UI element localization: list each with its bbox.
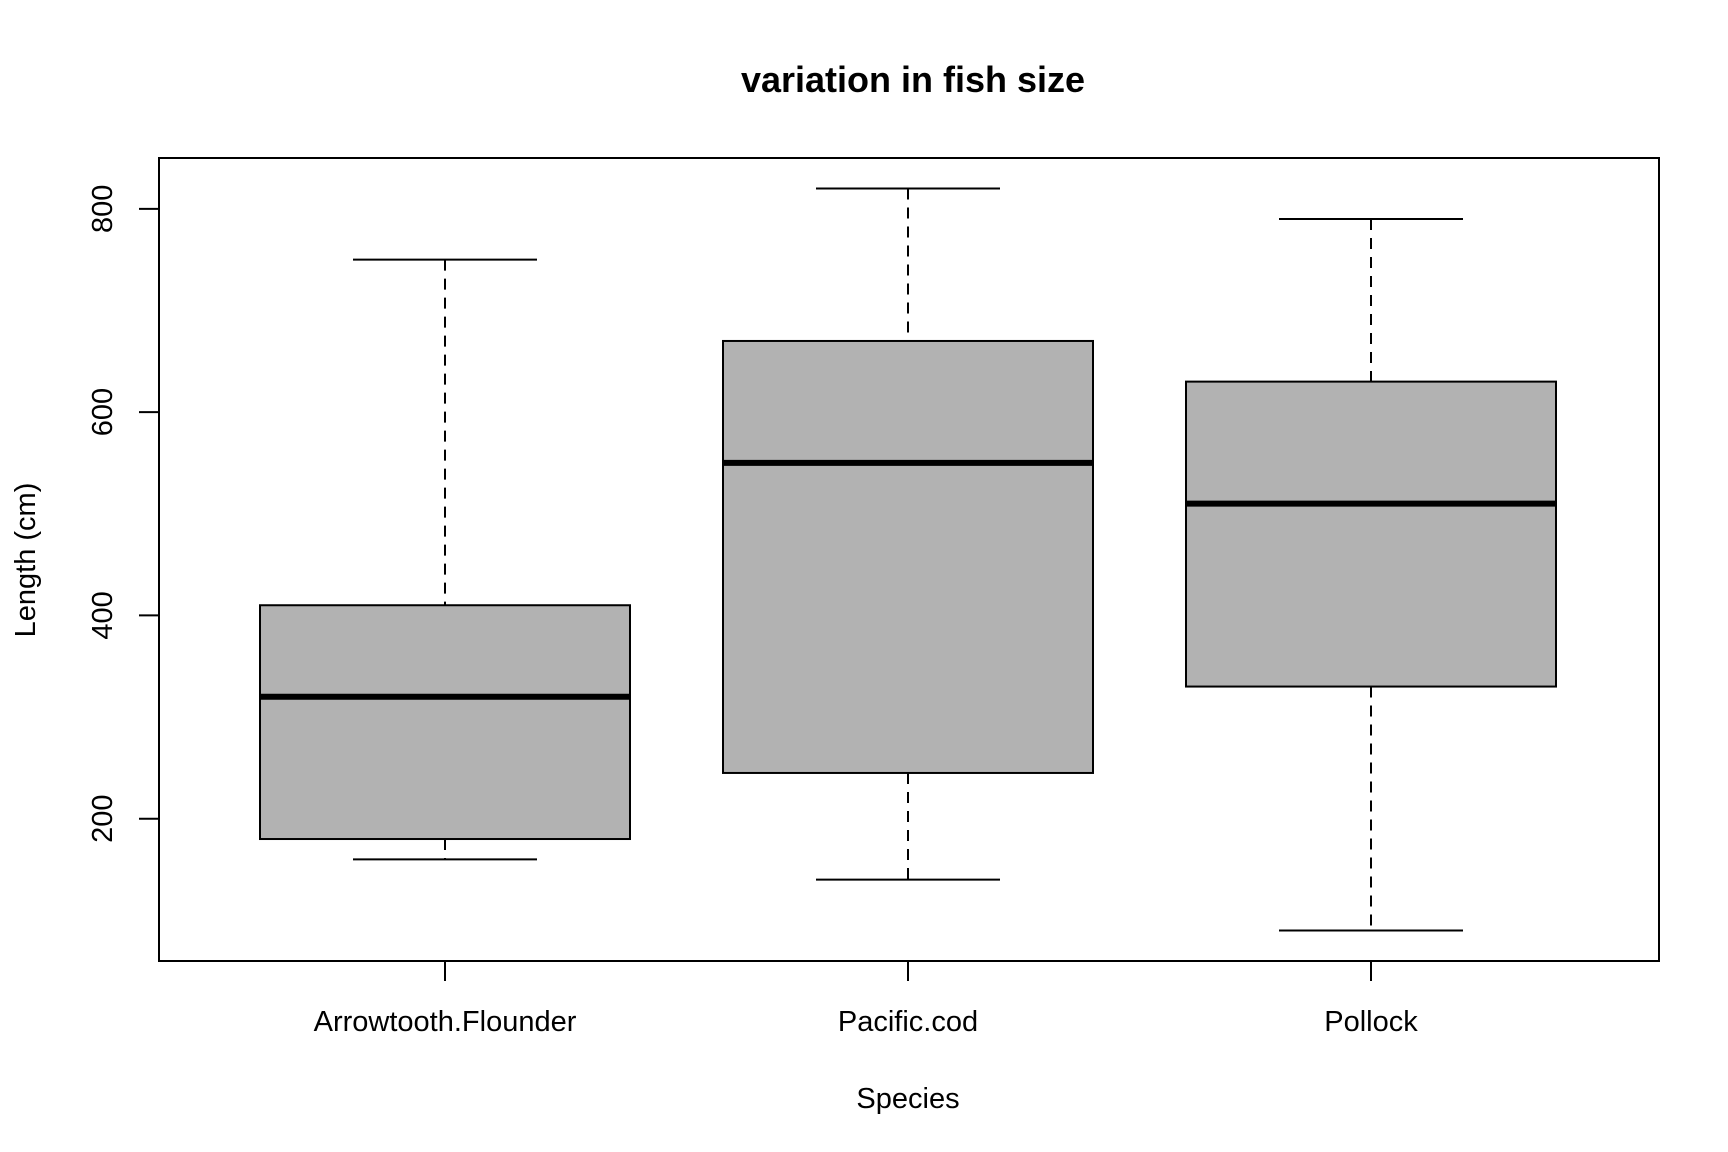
y-tick-label: 400 (87, 591, 119, 639)
box-2 (722, 187, 1094, 881)
iqr-box (722, 339, 1094, 774)
x-tick-label: Pacific.cod (838, 1006, 978, 1038)
iqr-box (1185, 380, 1557, 688)
y-axis-label: Length (cm) (10, 483, 42, 638)
box-1 (259, 258, 631, 861)
box-3 (1185, 217, 1557, 932)
y-axis: 200 400 600 800 (87, 185, 160, 843)
y-tick-label: 600 (87, 388, 119, 436)
x-axis-label: Species (856, 1083, 959, 1115)
x-tick-label: Pollock (1324, 1006, 1418, 1038)
boxes-group (259, 187, 1557, 932)
y-tick-label: 800 (87, 185, 119, 233)
y-tick-label: 200 (87, 795, 119, 843)
iqr-box (259, 604, 631, 841)
x-axis: Arrowtooth.Flounder Pacific.cod Pollock (314, 961, 1418, 1038)
chart-title: variation in fish size (741, 59, 1085, 100)
x-tick-label: Arrowtooth.Flounder (314, 1006, 577, 1038)
